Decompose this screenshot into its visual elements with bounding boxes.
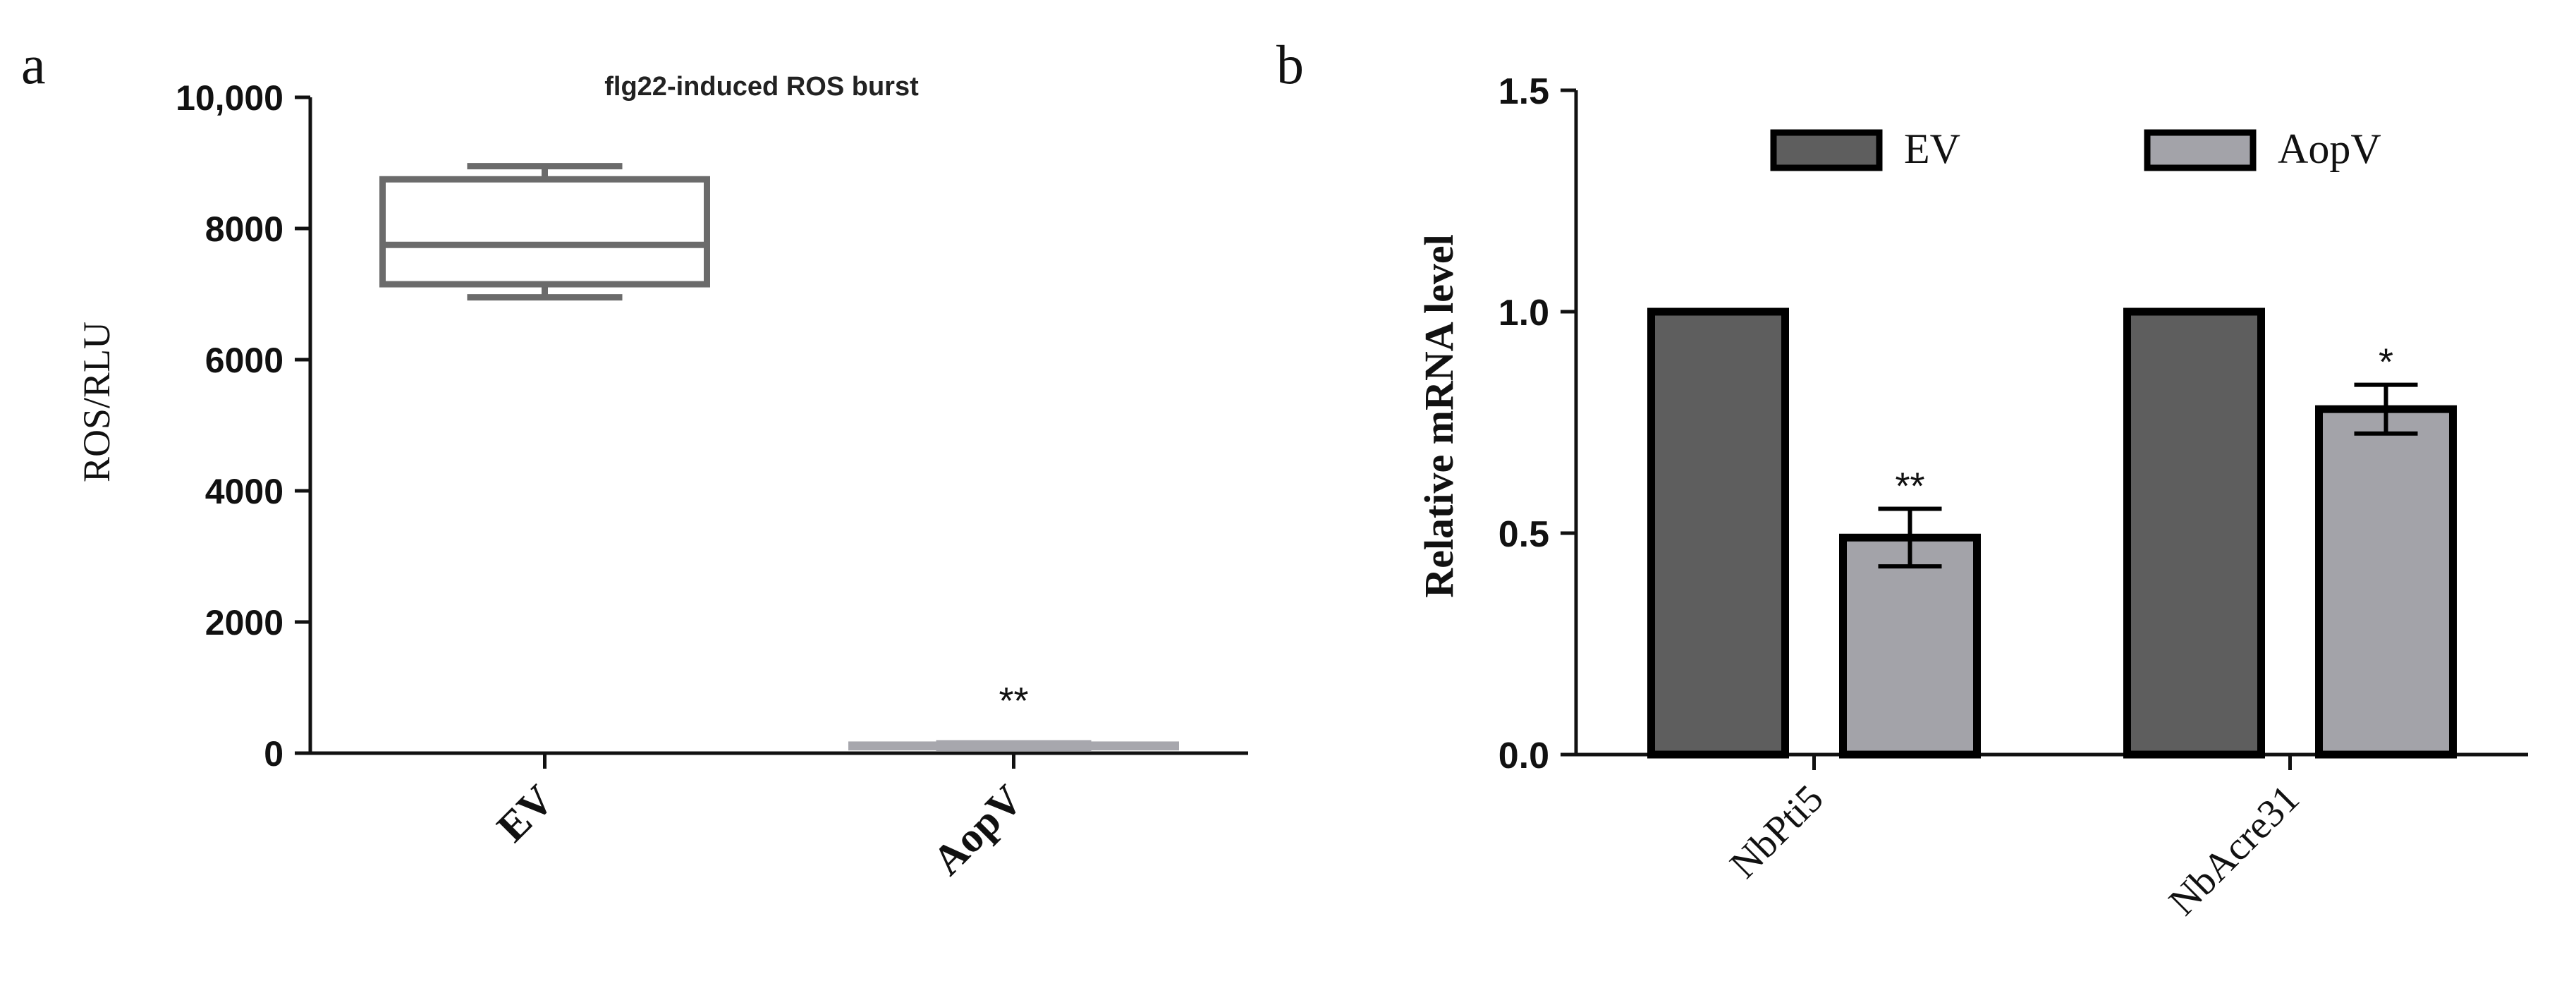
panel-a-y-tick-label: 2000 [205,603,283,642]
panel-a-x-tick-label: AopV [924,776,1032,884]
panel-b-x-tick-label: NbPti5 [1722,776,1832,886]
panel-b-significance: ** [1895,465,1924,507]
panel-b-legend-swatch-AopV [2144,129,2257,171]
panel-a-y-tick-label: 0 [264,734,283,774]
panel-b-bars [1647,307,2457,759]
panel-b-significance: * [2379,341,2393,384]
panel-b-bar-AopV-NbAcre31 [2315,405,2457,759]
panel-b-y-tick-label: 1.0 [1498,293,1549,334]
panel-a-y-tick-label: 8000 [205,209,283,249]
panel-b-legend-label: EV [1904,126,1960,172]
panel-b-y-axis-label: Relative mRNA level [1416,234,1462,597]
panel-b-bar-EV-NbAcre31 [2123,307,2265,759]
panel-a-x-tick-label: EV [488,776,563,851]
panel-b-x-tick-label: NbAcre31 [2161,776,2308,924]
panel-b-legend-swatch-EV [1770,129,1883,171]
panel-a-y-tick-label: 4000 [205,472,283,511]
panel-b-y-tick-label: 1.5 [1498,71,1549,112]
panel-a-significance: ** [999,680,1028,722]
panel-a-y-axis-label: ROS/RLU [75,322,118,482]
panel-a-axes [295,95,1248,769]
panel-a-letter: a [21,34,46,95]
panel-a-box-EV [379,176,710,288]
panel-b-y-tick-label: 0.5 [1498,514,1549,555]
panel-b-y-tick-label: 0.0 [1498,736,1549,776]
panel-a-labels: 0 2000 4000 6000 8000 10,000 EV ** AopV [176,78,1032,884]
panel-b-legend-label: AopV [2278,126,2381,172]
panel-a-box-plot: a flg22-induced ROS burst ROS/RLU 0 2000 4… [21,34,1248,884]
panel-b-legend: EV AopV [1770,126,2381,172]
panel-a-title: flg22-induced ROS burst [604,72,919,102]
panel-b-letter: b [1276,34,1304,95]
panel-a-y-tick-label: 10,000 [176,78,283,118]
panel-b-bar-EV-NbPti5 [1647,307,1789,759]
panel-b-bar-chart: b Relative mRNA level EV AopV 0.0 0.5 1.0 1.… [1276,34,2528,924]
panel-b-bar-AopV-NbPti5 [1839,533,1981,759]
panel-a-y-tick-label: 6000 [205,341,283,380]
panel-a-boxes [379,163,1179,752]
